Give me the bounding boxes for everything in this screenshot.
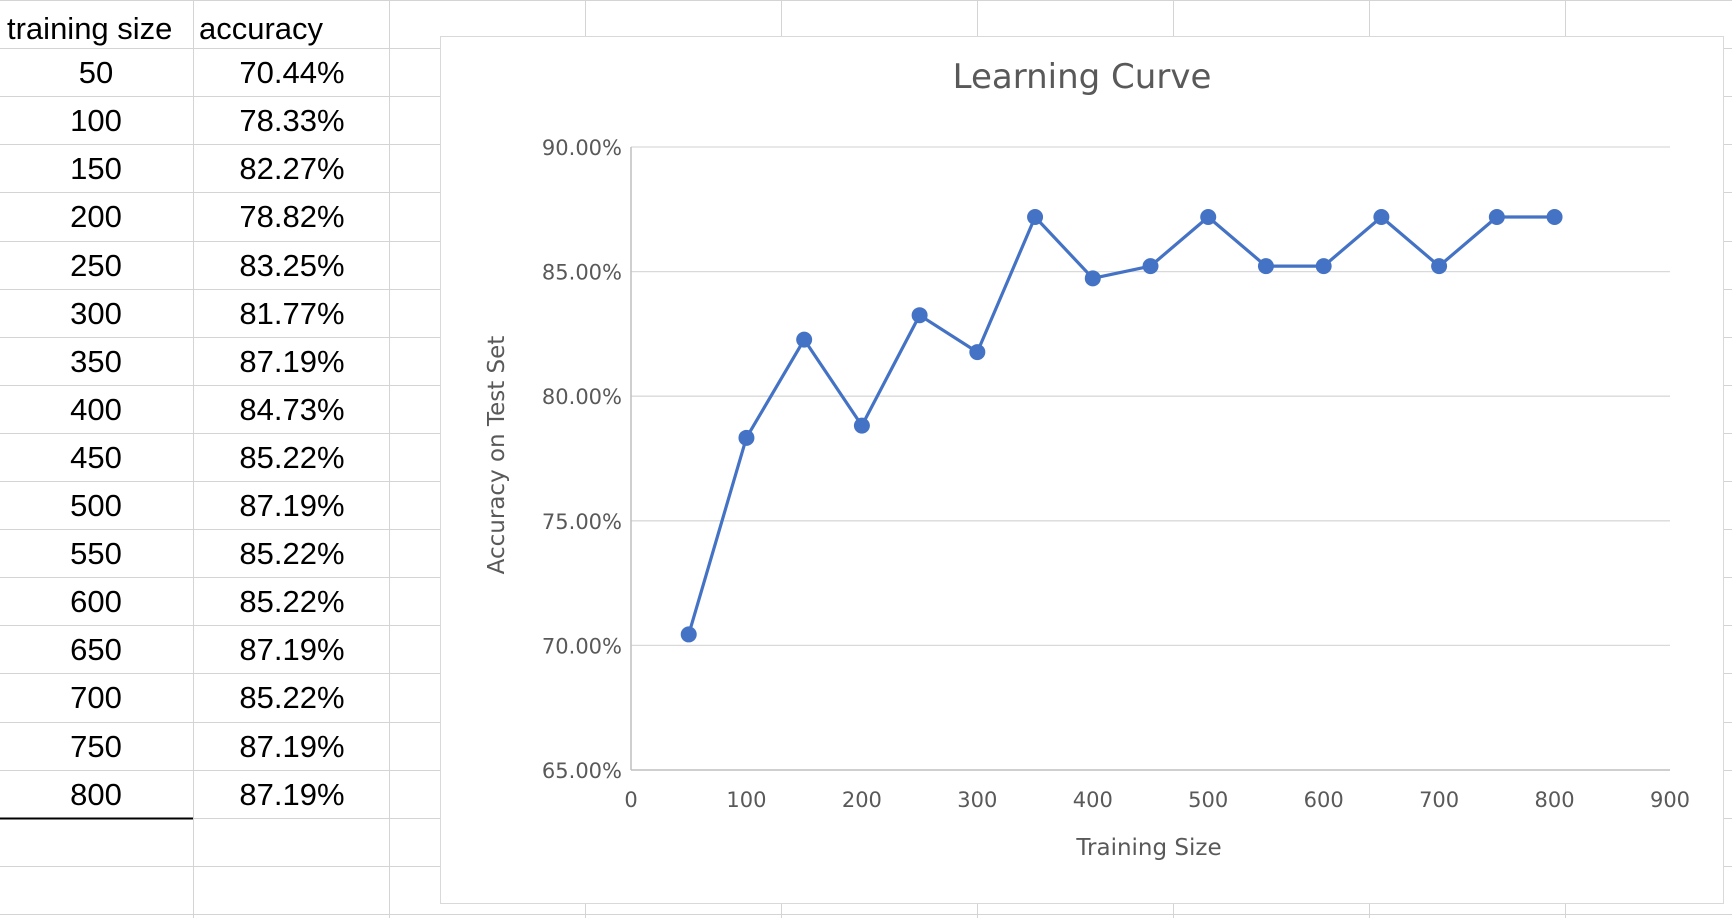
data-point <box>1257 258 1274 275</box>
header-cell-training-size: training size <box>7 11 172 46</box>
cell-accuracy: 87.19% <box>239 344 344 379</box>
learning-curve-chart: Learning Curve Training Size Accuracy on… <box>484 57 1690 861</box>
x-tick-label: 600 <box>1304 788 1344 812</box>
cell-training-size: 600 <box>70 584 122 619</box>
data-point <box>1546 209 1563 226</box>
chart-area[interactable]: Learning Curve Training Size Accuracy on… <box>440 36 1724 904</box>
cell-training-size: 100 <box>70 103 122 138</box>
cell-accuracy: 78.33% <box>239 103 344 138</box>
cell-training-size: 350 <box>70 344 122 379</box>
cell-accuracy: 85.22% <box>239 440 344 475</box>
header-cell-accuracy: accuracy <box>199 11 324 46</box>
cell-accuracy: 87.19% <box>239 777 344 812</box>
data-point <box>1200 209 1217 226</box>
y-tick-label: 65.00% <box>542 759 622 783</box>
cell-training-size: 650 <box>70 632 122 667</box>
cell-training-size: 50 <box>79 55 113 90</box>
cell-training-size: 750 <box>70 729 122 764</box>
cell-accuracy: 85.22% <box>239 680 344 715</box>
x-tick-label: 800 <box>1535 788 1575 812</box>
data-point <box>1488 209 1505 226</box>
cell-training-size: 700 <box>70 680 122 715</box>
x-axis-label: Training Size <box>1075 835 1221 861</box>
x-tick-label: 400 <box>1073 788 1113 812</box>
y-tick-label: 85.00% <box>542 261 622 285</box>
data-point <box>969 344 986 361</box>
data-point <box>680 626 697 643</box>
data-point <box>1027 209 1044 226</box>
x-tick-label: 500 <box>1188 788 1228 812</box>
cell-accuracy: 70.44% <box>239 55 344 90</box>
data-point <box>911 307 928 324</box>
cell-training-size: 400 <box>70 392 122 427</box>
cell-accuracy: 81.77% <box>239 296 344 331</box>
series-line <box>687 215 1555 635</box>
y-tick-label: 75.00% <box>542 510 622 534</box>
data-point <box>1315 258 1332 275</box>
cell-training-size: 200 <box>70 199 122 234</box>
y-tick-label: 70.00% <box>542 634 622 658</box>
cell-training-size: 300 <box>70 296 122 331</box>
cell-accuracy: 87.19% <box>239 632 344 667</box>
y-axis-label: Accuracy on Test Set <box>484 336 510 575</box>
cell-accuracy: 85.22% <box>239 584 344 619</box>
cell-accuracy: 84.73% <box>239 392 344 427</box>
chart-title: Learning Curve <box>953 57 1212 97</box>
cell-accuracy: 85.22% <box>239 536 344 571</box>
x-tick-label: 300 <box>957 788 997 812</box>
x-tick-label: 200 <box>842 788 882 812</box>
data-point <box>853 417 870 434</box>
cell-training-size: 800 <box>70 777 122 812</box>
cell-accuracy: 82.27% <box>239 151 344 186</box>
data-point <box>1373 209 1390 226</box>
cell-accuracy: 87.19% <box>239 488 344 523</box>
data-point <box>1142 258 1159 275</box>
cell-training-size: 550 <box>70 536 122 571</box>
data-point <box>1084 270 1101 287</box>
data-point <box>738 429 755 446</box>
y-tick-label: 80.00% <box>542 385 622 409</box>
data-point <box>796 331 813 348</box>
cell-training-size: 450 <box>70 440 122 475</box>
x-tick-label: 700 <box>1419 788 1459 812</box>
cell-training-size: 500 <box>70 488 122 523</box>
cell-training-size: 250 <box>70 248 122 283</box>
data-point <box>1431 258 1448 275</box>
cell-accuracy: 83.25% <box>239 248 344 283</box>
cell-training-size: 150 <box>70 151 122 186</box>
x-tick-label: 0 <box>624 788 637 812</box>
cell-accuracy: 87.19% <box>239 729 344 764</box>
x-tick-label: 900 <box>1650 788 1690 812</box>
x-tick-label: 100 <box>726 788 766 812</box>
y-tick-label: 90.00% <box>542 136 622 160</box>
cell-accuracy: 78.82% <box>239 199 344 234</box>
